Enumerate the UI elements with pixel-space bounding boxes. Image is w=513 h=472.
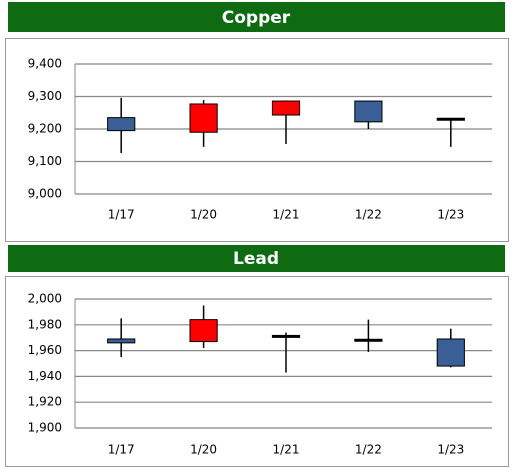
candle-body	[271, 100, 301, 116]
x-tick-label: 1/22	[355, 208, 382, 222]
y-tick-label: 1,980	[28, 317, 62, 331]
x-tick-label: 1/17	[108, 443, 135, 457]
x-tick-label: 1/23	[437, 443, 464, 457]
y-tick-label: 9,000	[28, 187, 62, 201]
y-tick-label: 1,920	[28, 395, 62, 409]
header-bar	[8, 245, 505, 272]
x-tick-label: 1/22	[355, 443, 382, 457]
candle-body	[354, 338, 383, 342]
y-tick-label: 1,900	[28, 421, 62, 435]
y-tick-label: 9,400	[28, 57, 62, 71]
chart-title: Copper	[222, 8, 291, 28]
x-tick-label: 1/20	[190, 443, 217, 457]
x-tick-label: 1/17	[108, 208, 135, 222]
candle-body	[107, 338, 136, 344]
candle-body	[107, 117, 136, 132]
x-tick-label: 1/21	[273, 208, 300, 222]
chart-title: Lead	[233, 249, 279, 269]
y-tick-label: 9,200	[28, 122, 62, 136]
y-tick-label: 9,100	[28, 154, 62, 168]
candle-body	[271, 334, 301, 338]
candle-body	[436, 338, 465, 367]
y-tick-label: 1,960	[28, 343, 62, 357]
candle-body	[436, 117, 465, 121]
candle-body	[189, 103, 218, 133]
x-tick-label: 1/23	[437, 208, 464, 222]
x-tick-label: 1/20	[190, 208, 217, 222]
x-tick-label: 1/21	[273, 443, 300, 457]
panel	[5, 276, 509, 467]
candle-body	[189, 319, 218, 343]
candle-body	[354, 100, 383, 123]
y-tick-label: 1,940	[28, 369, 62, 383]
y-tick-label: 9,300	[28, 89, 62, 103]
panel	[5, 38, 509, 242]
header-bar	[8, 2, 505, 32]
y-tick-label: 2,000	[28, 292, 62, 306]
